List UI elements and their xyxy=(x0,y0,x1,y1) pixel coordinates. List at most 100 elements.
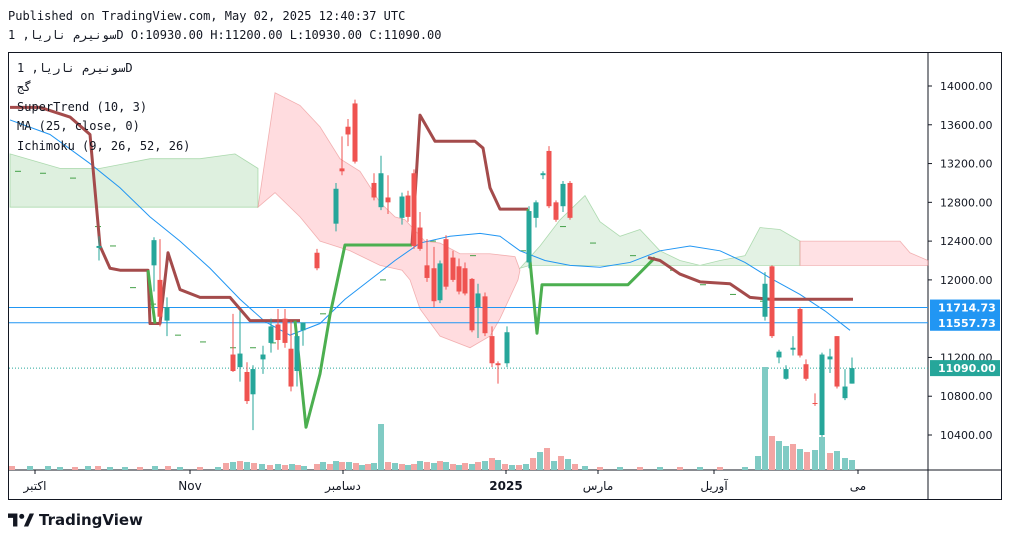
volume-bar xyxy=(637,467,643,470)
volume-bar xyxy=(677,467,683,470)
volume-bar xyxy=(776,441,782,470)
volume-bar xyxy=(762,367,768,470)
volume-bar xyxy=(834,451,840,470)
volume-bar xyxy=(107,467,113,470)
candle-body xyxy=(339,168,345,172)
ma-line xyxy=(9,119,851,336)
volume-bar xyxy=(215,467,221,470)
candle-body xyxy=(443,239,449,287)
volume-bar xyxy=(827,453,833,470)
candle-body xyxy=(151,240,157,266)
volume-bar xyxy=(378,424,384,470)
volume-bar xyxy=(45,466,51,470)
y-tick-label: 10400.00 xyxy=(940,429,993,442)
volume-bar xyxy=(812,450,818,470)
volume-bar xyxy=(597,467,603,470)
volume-bar xyxy=(327,464,333,470)
volume-bar xyxy=(717,467,723,470)
volume-bar xyxy=(122,467,128,470)
candle-body xyxy=(495,363,501,366)
y-tick-label: 13600.00 xyxy=(940,119,993,132)
volume-bar xyxy=(259,464,265,470)
candle-body xyxy=(842,386,848,399)
volume-bar xyxy=(57,467,63,470)
volume-bar xyxy=(9,466,15,470)
ichimoku-cloud-red xyxy=(257,92,521,349)
price-label-badge xyxy=(930,299,1000,316)
volume-bar xyxy=(755,456,761,470)
candle-body xyxy=(230,354,236,372)
volume-bar xyxy=(456,465,462,470)
volume-bar xyxy=(417,461,423,470)
y-tick-label: 12800.00 xyxy=(940,196,993,209)
x-tick-label: 2025 xyxy=(489,479,522,493)
volume-bar xyxy=(475,462,481,470)
volume-bar xyxy=(617,467,623,470)
supertrend-up-line xyxy=(146,269,157,324)
volume-bar xyxy=(431,463,437,470)
candle-body xyxy=(553,202,559,220)
volume-bar xyxy=(797,449,803,470)
candle-body xyxy=(300,322,306,331)
candle-body xyxy=(371,182,377,198)
x-tick-label: اکتبر xyxy=(23,479,47,494)
legend-exchange: گج xyxy=(17,80,32,94)
price-label-badge xyxy=(930,314,1000,331)
candle-body xyxy=(783,369,789,379)
candle-body xyxy=(819,354,825,435)
volume-bar xyxy=(177,467,183,470)
candle-body xyxy=(164,307,170,321)
y-tick-label: 13200.00 xyxy=(940,158,993,171)
published-line: Published on TradingView.com, May 02, 20… xyxy=(8,9,406,23)
volume-bar xyxy=(657,467,663,470)
volume-bar xyxy=(275,464,281,470)
ichimoku-cloud-green-2 xyxy=(518,194,801,270)
volume-bar xyxy=(502,464,508,470)
volume-bar xyxy=(842,458,848,470)
candle-body xyxy=(834,336,840,387)
candle-body xyxy=(237,353,243,368)
candle-body xyxy=(96,245,102,248)
volume-bar xyxy=(359,465,365,470)
candle-body xyxy=(431,268,437,302)
legend-ma[interactable]: MA (25, close, 0) xyxy=(17,119,140,133)
volume-bar xyxy=(251,463,257,470)
candle-body xyxy=(812,403,818,405)
candle-body xyxy=(790,347,796,350)
volume-bar xyxy=(849,460,855,470)
candle-body xyxy=(385,197,391,203)
legend-symbol: سونیرم ناریا, 1D xyxy=(17,61,133,75)
volume-bar xyxy=(523,464,529,470)
chart-frame[interactable] xyxy=(8,52,1002,500)
volume-bar xyxy=(469,464,475,470)
volume-bar xyxy=(572,464,578,470)
volume-bar xyxy=(295,465,301,470)
volume-bar xyxy=(516,465,522,470)
candle-body xyxy=(294,336,300,372)
candle-body xyxy=(803,364,809,379)
ichimoku-cloud-red-2 xyxy=(799,240,929,266)
y-tick-label: 10800.00 xyxy=(940,390,993,403)
candle-body xyxy=(567,182,573,218)
legend-supertrend[interactable]: SuperTrend (10, 3) xyxy=(17,100,148,114)
volume-bar xyxy=(27,466,33,470)
candle-body xyxy=(489,336,495,364)
volume-bar xyxy=(450,464,456,470)
candle-body xyxy=(275,324,281,340)
y-tick-label: 14000.00 xyxy=(940,80,993,93)
legend-ichimoku[interactable]: Ichimoku (9, 26, 52, 26) xyxy=(17,139,191,153)
volume-bar xyxy=(320,462,326,470)
volume-bar xyxy=(558,456,564,470)
price-label-badge xyxy=(930,360,1000,377)
candle-body xyxy=(288,348,294,387)
volume-bar xyxy=(424,462,430,470)
supertrend-down-line-2 xyxy=(410,113,528,246)
volume-bar xyxy=(353,463,359,470)
ohlc-line: سونیرم ناریا, 1D O:10930.00 H:11200.00 L… xyxy=(8,28,442,42)
volume-bar xyxy=(137,467,143,470)
candle-body xyxy=(405,195,411,217)
volume-bar xyxy=(223,463,229,470)
candle-body xyxy=(776,351,782,358)
candle-body xyxy=(849,368,855,384)
